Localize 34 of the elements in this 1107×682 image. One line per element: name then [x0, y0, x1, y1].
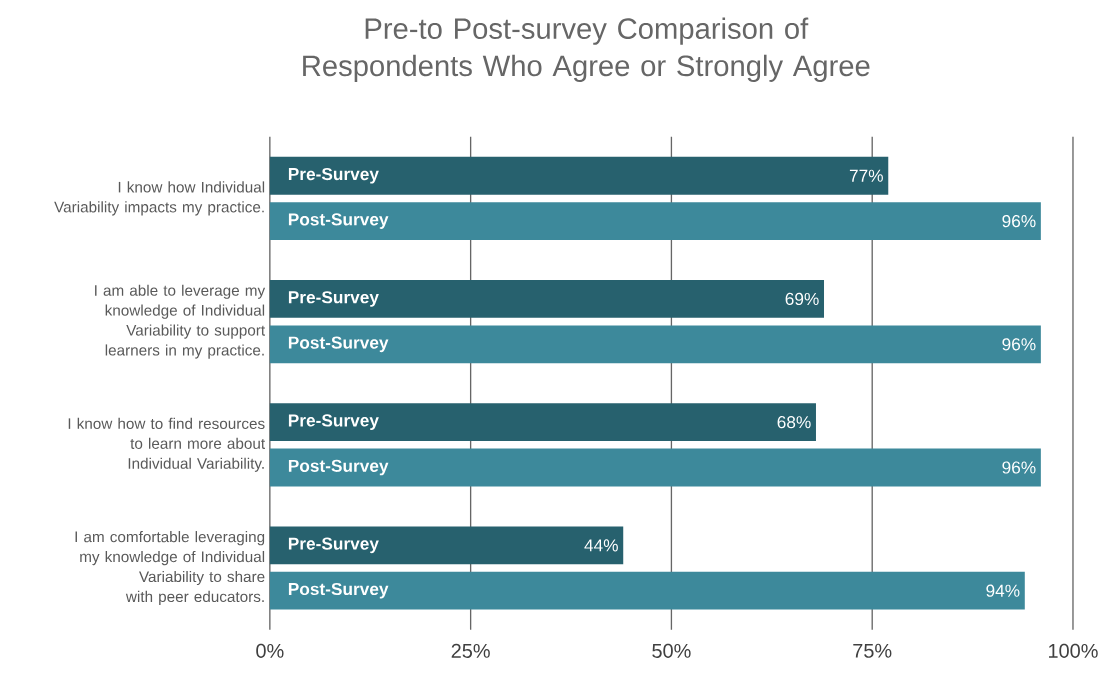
- y-tick-label: I know how to find resources to learn more about Individual Variability.: [68, 417, 266, 472]
- data-label: 69%: [785, 292, 819, 306]
- data-label: 68%: [777, 416, 811, 429]
- data-label: 94%: [986, 584, 1020, 597]
- y-tick-label: I know how Individual Variability impacts my practice.: [54, 181, 265, 216]
- y-tick-label: I am comfortable leveraging my knowledge of Individual Variability to share with peer educators.: [75, 531, 265, 606]
- text: Post-Survey: [288, 459, 389, 476]
- bar: [269, 156, 889, 195]
- bar: [269, 280, 825, 318]
- text: Post-Survey: [288, 213, 389, 230]
- series-label: Post-Survey: [288, 336, 389, 353]
- text: Pre-Survey: [288, 168, 379, 184]
- bar: [269, 202, 1041, 241]
- text: Pre-Survey: [288, 291, 379, 307]
- x-tick-label: 50%: [652, 643, 691, 658]
- series-label: Pre-Survey: [288, 537, 379, 554]
- data-label: 96%: [1002, 215, 1036, 228]
- data-label: 96%: [1002, 338, 1036, 351]
- data-label: 96%: [1002, 461, 1036, 474]
- bar: [269, 526, 624, 565]
- text: Pre-Survey: [288, 414, 379, 431]
- y-tick-label: I am able to leverage my knowledge of Individual Variability to support learners in my practice.: [95, 284, 266, 359]
- x-tick-label: 75%: [853, 643, 892, 658]
- x-tick-label: 25%: [451, 643, 490, 658]
- bar: [269, 403, 816, 442]
- bar: [269, 571, 1025, 610]
- x-tick-label: 100%: [1049, 643, 1098, 658]
- data-label: 77%: [849, 169, 883, 182]
- data-label: 44%: [584, 539, 618, 552]
- bar: [269, 448, 1041, 487]
- bar: [269, 325, 1041, 364]
- text: Post-Survey: [288, 582, 389, 599]
- chart-title: Pre-to Post-survey Comparison of Respondents Who Agree or Strongly Agree: [303, 17, 870, 83]
- x-tick-label: 0%: [256, 643, 284, 658]
